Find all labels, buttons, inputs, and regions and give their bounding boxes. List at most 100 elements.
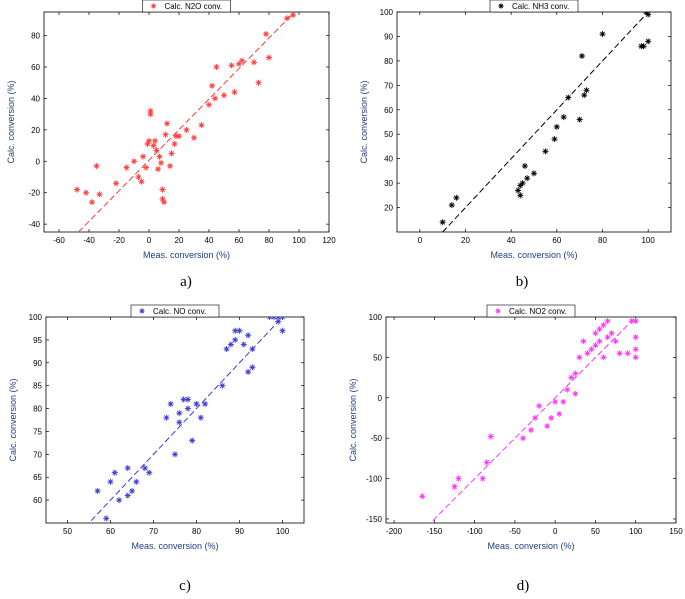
x-tick-label: -50 <box>509 527 521 536</box>
data-point <box>111 469 118 476</box>
parity-line <box>78 12 295 232</box>
data-point <box>483 459 490 466</box>
data-point <box>632 334 639 341</box>
data-point <box>193 400 200 407</box>
data-point <box>453 194 460 201</box>
data-point <box>219 382 226 389</box>
data-point <box>581 92 588 99</box>
data-point <box>266 54 272 61</box>
data-point <box>245 332 252 339</box>
data-point <box>600 354 607 361</box>
data-point <box>565 94 572 101</box>
y-tick-label: 0 <box>36 157 41 166</box>
data-point <box>116 497 123 504</box>
x-tick-label: 80 <box>598 236 607 245</box>
data-point <box>152 137 158 144</box>
data-point <box>592 330 599 337</box>
chart-panel-1: -60 -40 -20 0 20 40 60 80 100 120 -40 -20 0 20 40 60 80 C… <box>6 0 336 290</box>
y-tick-label: 70 <box>384 81 393 90</box>
data-point <box>263 31 269 37</box>
y-tick-label: 20 <box>384 204 393 213</box>
data-point <box>596 338 603 345</box>
data-point <box>189 437 196 444</box>
x-tick-label: 60 <box>106 527 115 536</box>
data-point <box>167 163 173 169</box>
x-tick-label: 100 <box>276 527 290 536</box>
data-point <box>548 414 555 421</box>
data-point <box>583 87 590 94</box>
data-point <box>227 341 234 348</box>
y-tick-label: -40 <box>28 220 40 229</box>
data-point <box>560 398 567 405</box>
panel-label: b) <box>516 274 529 290</box>
x-tick-label: 100 <box>292 236 306 245</box>
x-tick-label: 40 <box>507 236 516 245</box>
data-point <box>155 166 161 173</box>
legend: Calc. NO conv. <box>130 304 220 318</box>
legend: Calc. N2O conv. <box>142 0 231 13</box>
x-tick-label: -20 <box>113 236 125 245</box>
data-point <box>239 57 245 64</box>
x-tick-label: 50 <box>63 527 72 536</box>
x-tick-label: -150 <box>426 527 443 536</box>
data-point <box>163 414 170 421</box>
data-point <box>123 164 130 171</box>
y-tick-label: 60 <box>33 496 42 505</box>
data-point <box>131 158 137 165</box>
data-point <box>568 374 575 381</box>
data-point <box>608 330 615 337</box>
data-point <box>519 180 526 187</box>
data-point <box>107 478 114 485</box>
y-tick-label: 95 <box>33 336 42 345</box>
plot-content <box>439 12 652 232</box>
data-point <box>146 469 153 476</box>
x-tick-label: 20 <box>461 236 470 245</box>
data-point <box>628 318 635 325</box>
data-point <box>632 318 639 325</box>
x-tick-label: 0 <box>553 527 558 536</box>
data-point <box>212 95 218 102</box>
data-point <box>168 150 175 157</box>
data-point <box>228 62 235 69</box>
plot-content <box>90 317 286 522</box>
data-point <box>164 120 170 127</box>
y-tick-label: 85 <box>33 382 42 391</box>
y-axis-label: Calc. conversion (%) <box>8 378 18 461</box>
legend-marker <box>498 3 504 9</box>
x-axis-label: Meas. conversion (%) <box>490 250 577 260</box>
data-point <box>556 410 563 417</box>
data-point <box>551 136 558 143</box>
y-tick-label: 70 <box>33 450 42 459</box>
data-point <box>161 199 167 206</box>
parity-line <box>442 12 649 232</box>
data-point <box>524 175 531 182</box>
legend-box <box>489 0 579 13</box>
y-axis-label: Calc. conversion (%) <box>348 378 358 461</box>
data-point <box>236 60 242 67</box>
data-point <box>553 123 560 130</box>
x-tick-label: 60 <box>552 236 561 245</box>
data-point <box>150 142 157 149</box>
data-point <box>198 122 205 129</box>
data-point <box>521 163 528 169</box>
data-point <box>183 126 190 133</box>
x-axis-label: Meas. conversion (%) <box>487 541 574 551</box>
data-point <box>184 405 191 412</box>
data-point <box>439 219 446 226</box>
data-point <box>544 423 551 430</box>
data-point <box>147 108 154 114</box>
data-point <box>133 478 140 485</box>
y-tick-label: 0 <box>378 394 383 403</box>
data-point <box>632 354 639 361</box>
data-point <box>275 318 282 325</box>
plot-content <box>419 317 639 523</box>
data-point <box>94 487 101 494</box>
data-point <box>600 322 607 329</box>
chart-panel-2: 0 20 40 60 80 100 20 30 40 50 60 70 80 90 100 Calc. NH3… <box>359 0 672 290</box>
data-point <box>588 346 595 353</box>
x-tick-label: 0 <box>147 236 152 245</box>
x-tick-label: -40 <box>83 236 95 245</box>
data-point <box>153 147 160 154</box>
data-point <box>124 492 131 499</box>
data-point <box>479 475 486 482</box>
